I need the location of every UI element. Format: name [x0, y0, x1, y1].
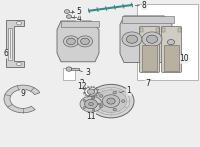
Text: 11: 11	[86, 112, 96, 121]
Circle shape	[66, 15, 72, 19]
Circle shape	[122, 32, 142, 46]
Text: 6: 6	[4, 49, 8, 58]
Polygon shape	[4, 85, 40, 113]
Circle shape	[142, 32, 162, 46]
Circle shape	[98, 103, 101, 105]
Text: 1: 1	[127, 86, 131, 95]
Text: 9: 9	[21, 89, 25, 98]
Circle shape	[83, 100, 85, 101]
Text: 5: 5	[76, 7, 81, 16]
Circle shape	[77, 36, 93, 47]
FancyBboxPatch shape	[139, 26, 160, 72]
Polygon shape	[120, 16, 172, 62]
Bar	[142, 45, 157, 71]
Circle shape	[92, 109, 95, 111]
Circle shape	[113, 91, 117, 94]
Circle shape	[17, 21, 21, 25]
FancyBboxPatch shape	[161, 26, 182, 72]
Bar	[137, 4, 198, 80]
Circle shape	[92, 97, 95, 99]
Bar	[140, 28, 143, 32]
Circle shape	[89, 102, 93, 106]
Bar	[71, 68, 79, 70]
Circle shape	[121, 100, 125, 102]
Polygon shape	[57, 21, 99, 62]
Circle shape	[87, 89, 95, 94]
Circle shape	[99, 105, 103, 108]
Circle shape	[17, 62, 21, 66]
Circle shape	[102, 95, 120, 107]
Bar	[164, 45, 179, 71]
Circle shape	[99, 95, 103, 97]
Bar	[122, 16, 174, 23]
Bar	[178, 28, 181, 32]
Circle shape	[63, 36, 79, 47]
Circle shape	[126, 35, 138, 43]
Text: 7: 7	[146, 79, 150, 88]
Circle shape	[113, 108, 117, 111]
Text: 3: 3	[85, 68, 90, 77]
Circle shape	[146, 35, 158, 43]
Bar	[156, 28, 159, 32]
Polygon shape	[8, 27, 12, 60]
Text: 10: 10	[179, 54, 189, 63]
Text: 2: 2	[80, 79, 84, 88]
Circle shape	[88, 84, 134, 118]
Circle shape	[64, 10, 70, 13]
Text: 12: 12	[78, 82, 87, 91]
Circle shape	[85, 99, 97, 109]
Circle shape	[83, 107, 85, 108]
Bar	[162, 28, 165, 32]
Circle shape	[80, 96, 102, 112]
Circle shape	[107, 98, 115, 104]
Circle shape	[167, 40, 175, 45]
Text: 8: 8	[142, 1, 147, 10]
Bar	[63, 68, 75, 80]
Circle shape	[81, 38, 89, 45]
Bar	[61, 21, 99, 27]
Circle shape	[66, 67, 72, 71]
Circle shape	[95, 90, 127, 112]
Text: 4: 4	[76, 14, 81, 23]
Polygon shape	[6, 20, 24, 67]
Circle shape	[67, 38, 75, 45]
